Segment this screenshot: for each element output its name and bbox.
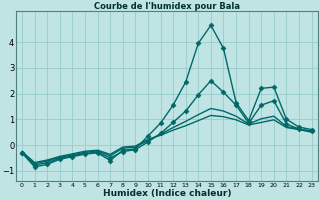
Title: Courbe de l'humidex pour Bala: Courbe de l'humidex pour Bala (94, 2, 240, 11)
X-axis label: Humidex (Indice chaleur): Humidex (Indice chaleur) (103, 189, 231, 198)
